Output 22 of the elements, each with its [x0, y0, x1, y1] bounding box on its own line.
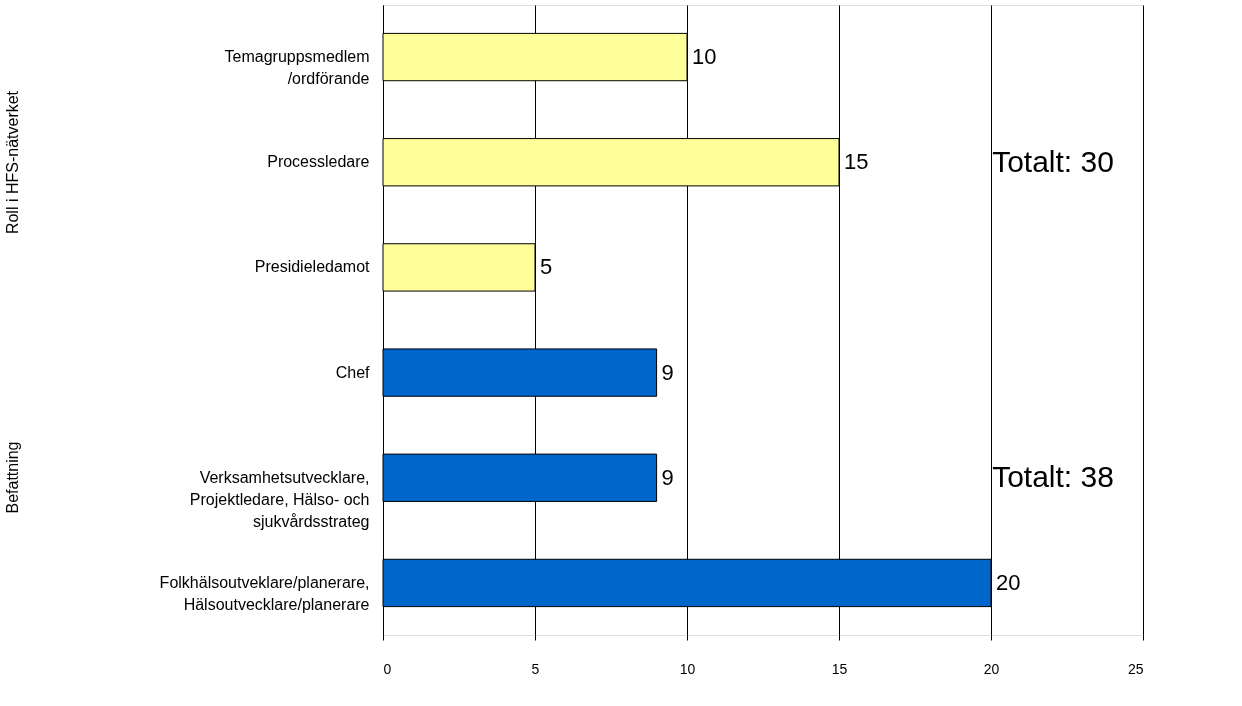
y-tick-label: Temagruppsmedlem /ordförande [224, 48, 370, 88]
text: Roll i HFS-nätverket [4, 90, 21, 235]
x-tick-label: 0 [383, 660, 392, 677]
data-label: 5 [540, 254, 553, 280]
annotation: Totalt: 38 [992, 459, 1114, 493]
data-label: 10 [692, 44, 717, 70]
x-tick-label: 25 [1127, 660, 1144, 677]
x-tick-label: 5 [531, 660, 540, 677]
y-tick-label: Processledare [267, 153, 370, 171]
y-tick-label: Chef [335, 363, 371, 381]
data-label: 15 [844, 149, 869, 175]
x-tick-label: 20 [983, 660, 1000, 677]
data-label: 9 [661, 359, 674, 385]
annotation: Totalt: 30 [992, 144, 1114, 178]
y-tick-label: Verksamhetsutvecklare, Projektledare, Hälso- och sjukvårdsstrateg [189, 468, 370, 530]
y-tick-label: Presidieledamot [254, 258, 371, 276]
y-tick-label: Folkhälsoutveklare/planerare, Hälsoutvecklare/planerare [159, 573, 370, 613]
x-tick-label: 10 [679, 660, 696, 677]
data-label: 20 [996, 569, 1021, 595]
text: Befattning [4, 441, 21, 514]
x-tick-label: 15 [831, 660, 848, 677]
data-label: 9 [661, 464, 674, 490]
